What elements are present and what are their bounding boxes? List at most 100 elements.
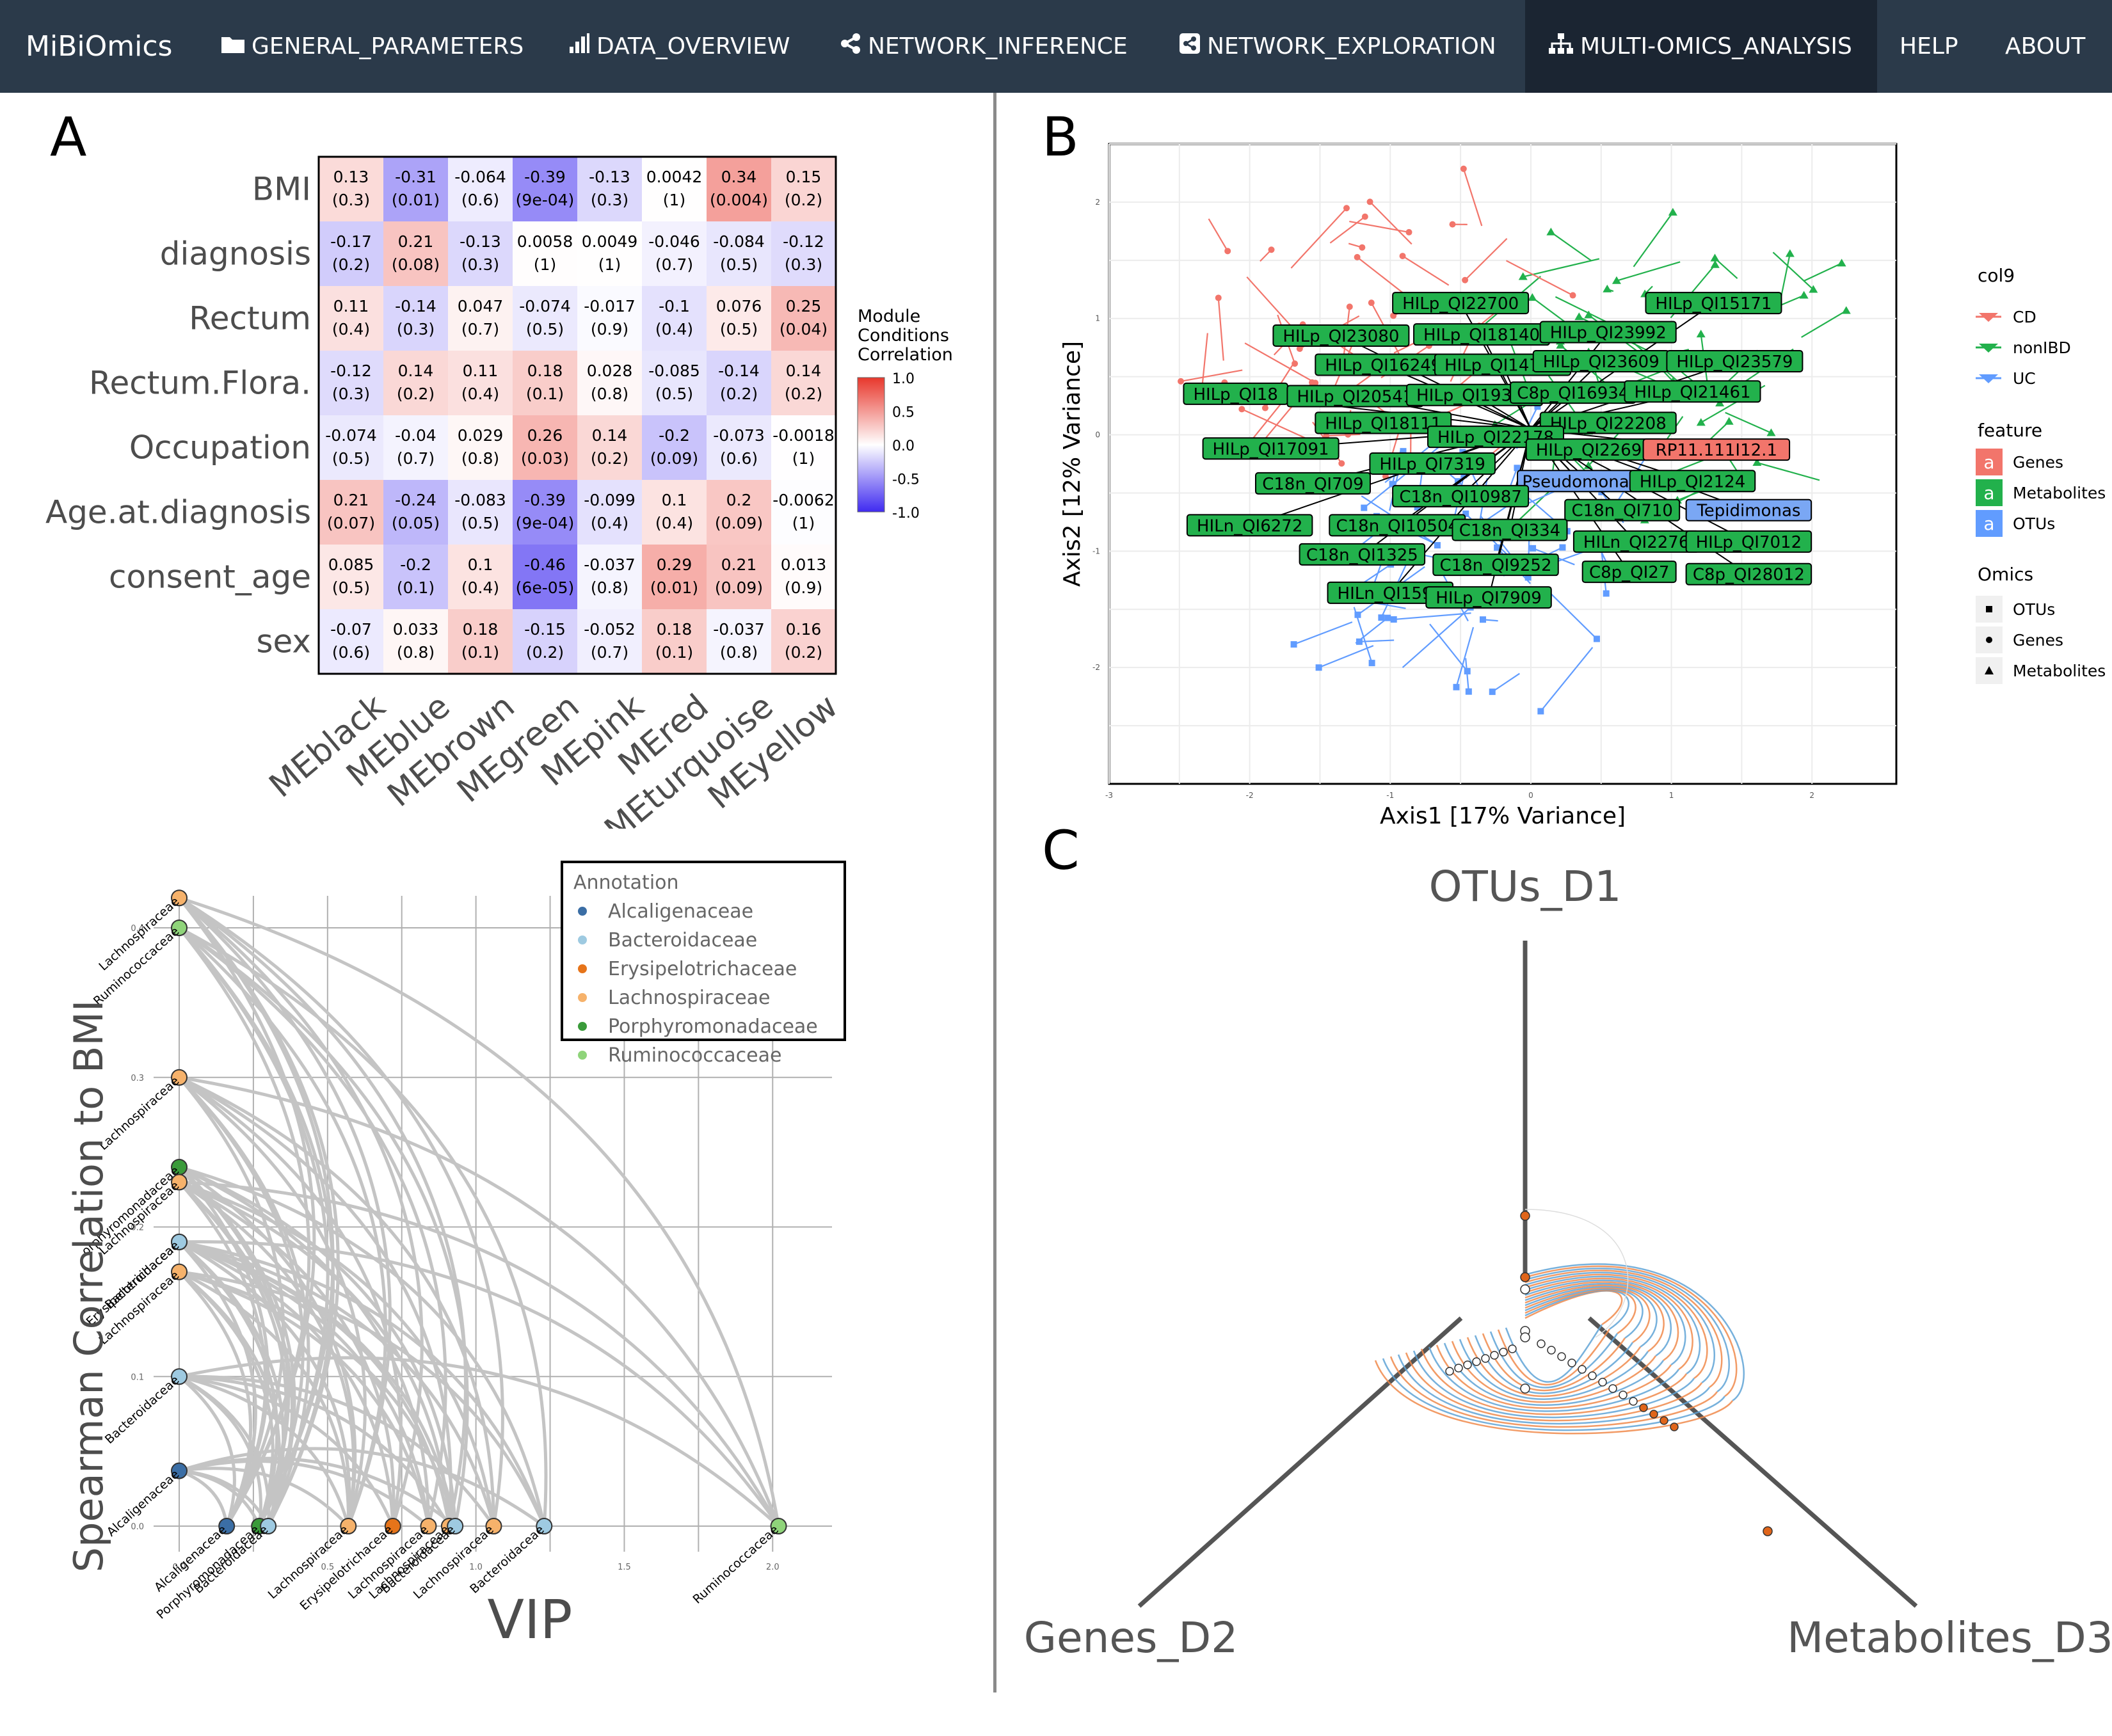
nav-multi-omics-analysis[interactable]: MULTI-OMICS_ANALYSIS	[1525, 0, 1877, 93]
heatmap-cell	[319, 545, 383, 609]
nav-general-parameters[interactable]: GENERAL_PARAMETERS	[221, 0, 524, 93]
heatmap-cell-pvalue: (0.8)	[720, 643, 758, 662]
pca-loading-label: HILp_QI23609	[1543, 353, 1660, 372]
heatmap-cell-pvalue: (0.3)	[397, 320, 435, 338]
hive-node	[1578, 1365, 1587, 1374]
vip-edge	[179, 1240, 430, 1527]
nav-network-inference[interactable]: NETWORK_INFERENCE	[840, 0, 1128, 93]
share-square-icon	[1179, 33, 1201, 60]
heatmap-cell	[513, 221, 577, 286]
hive-node	[1463, 1360, 1472, 1369]
nav-network-exploration[interactable]: NETWORK_EXPLORATION	[1179, 0, 1496, 93]
heatmap-cell-value: -0.073	[713, 426, 765, 445]
pca-arrow-head	[1710, 260, 1720, 268]
heatmap-cell-value: 0.029	[458, 426, 504, 445]
pca-arrow-head	[1518, 272, 1528, 280]
vip-correlation-plot: 0.0 0.1 0.2 0.3 0.4 0.0 0.5 1.0 1.5 2.0 Lachnospir…	[65, 861, 846, 1651]
vip-point	[218, 1518, 236, 1534]
hive-node	[1472, 1357, 1481, 1366]
hive-edge	[1451, 1341, 1657, 1403]
vip-point	[171, 1233, 188, 1250]
heatmap-cell-pvalue: (0.08)	[392, 255, 440, 274]
pca-arrow-head	[1462, 276, 1469, 283]
pca-loading-label-box	[1254, 472, 1371, 495]
heatmap-cell-value: -0.085	[648, 362, 700, 380]
heatmap-cell-value: -0.2	[659, 426, 690, 445]
vip-edge	[179, 1374, 350, 1527]
vip-edge	[178, 1076, 310, 1527]
pca-xtick: 2	[1809, 791, 1814, 800]
heatmap-cell-value: -0.13	[589, 168, 630, 186]
hive-edge	[1524, 1265, 1738, 1398]
pca-arrow-head	[1494, 544, 1501, 551]
nav-help[interactable]: HELP	[1900, 33, 1958, 60]
pca-arrow-head	[1593, 635, 1600, 642]
pca-loading-label: C18n_QI1325	[1306, 546, 1418, 565]
vip-legend-title: Annotation	[573, 872, 679, 894]
pca-arrow-head	[1368, 660, 1375, 667]
hive-node	[1670, 1422, 1679, 1431]
pca-arrow-head	[1530, 545, 1537, 552]
pca-arrow-head	[1612, 276, 1621, 284]
pca-loading-label: C18n_QI709	[1262, 475, 1363, 494]
vip-xtick: 0.5	[321, 1563, 334, 1572]
vip-edge	[179, 1165, 546, 1527]
pca-arrow	[1329, 216, 1366, 244]
pca-legend-omics-label: OTUs	[2013, 600, 2055, 619]
heatmap-legend-bar	[857, 377, 885, 513]
app-brand[interactable]: MiBiOmics	[26, 30, 173, 63]
heatmap-cell	[707, 351, 771, 415]
pca-loading-label-box	[1629, 470, 1756, 493]
heatmap-cell	[707, 545, 771, 609]
pca-arrow-head	[1366, 198, 1373, 205]
pca-arrow-head	[1696, 418, 1706, 426]
heatmap-cell-value: -0.046	[648, 232, 700, 251]
heatmap-cell-pvalue: (0.2)	[397, 385, 435, 403]
heatmap-cell	[771, 480, 836, 545]
hive-node	[1567, 1358, 1576, 1367]
pca-arrow	[1369, 201, 1412, 245]
nav-about[interactable]: ABOUT	[2005, 33, 2086, 60]
pca-arrow-head	[1584, 310, 1594, 319]
hive-node	[1660, 1416, 1668, 1425]
vip-point	[171, 1263, 188, 1280]
pca-arrow-head	[1724, 417, 1734, 425]
heatmap-cell	[707, 480, 771, 545]
heatmap-cell-pvalue: (0.8)	[397, 643, 435, 662]
pca-arrow-head	[1524, 574, 1532, 581]
pca-arrow-head	[1178, 378, 1185, 385]
vip-legend-dot	[578, 907, 587, 916]
heatmap-cell-pvalue: (0.5)	[720, 320, 758, 338]
pca-arrow	[1241, 408, 1310, 441]
pca-arrow-head	[1261, 404, 1268, 411]
hive-edge	[1428, 1346, 1680, 1412]
vip-ytick: 0.4	[131, 924, 144, 934]
heatmap-cell	[448, 609, 513, 674]
heatmap-cell-pvalue: (1)	[792, 449, 815, 468]
pca-arrow	[1429, 623, 1468, 672]
nav-data-overview[interactable]: DATA_OVERVIEW	[568, 0, 790, 93]
pca-legend-omics-label: Metabolites	[2013, 662, 2106, 680]
hive-node	[1547, 1346, 1556, 1355]
vip-edge	[178, 896, 504, 1527]
sitemap-icon	[1548, 33, 1574, 60]
heatmap-cell-pvalue: (0.6)	[461, 191, 499, 209]
vip-edge	[178, 1181, 396, 1527]
vip-legend-dot	[578, 936, 587, 944]
heatmap-cell-value: -0.099	[584, 491, 636, 509]
pca-arrow-head	[1479, 616, 1486, 623]
pca-arrow-head	[1449, 221, 1456, 228]
heatmap-cell-value: 0.34	[721, 168, 757, 186]
pca-arrow-head	[1799, 291, 1809, 299]
heatmap-cell-pvalue: (1)	[534, 255, 556, 274]
heatmap-cell	[642, 351, 707, 415]
pca-arrow-head	[1400, 448, 1407, 455]
pca-arrow-head	[1546, 227, 1556, 235]
pca-legend-col9-label: nonIBD	[2013, 338, 2071, 357]
pca-arrow	[1523, 258, 1600, 278]
pca-loading-label: C8p_QI28012	[1693, 566, 1805, 585]
hive-axis-right-label: Metabolites_D3	[1787, 1613, 2112, 1662]
vip-ytick: 0.2	[131, 1223, 144, 1233]
pca-loading-label-box	[1315, 411, 1452, 434]
pca-arrow	[1550, 231, 1592, 262]
